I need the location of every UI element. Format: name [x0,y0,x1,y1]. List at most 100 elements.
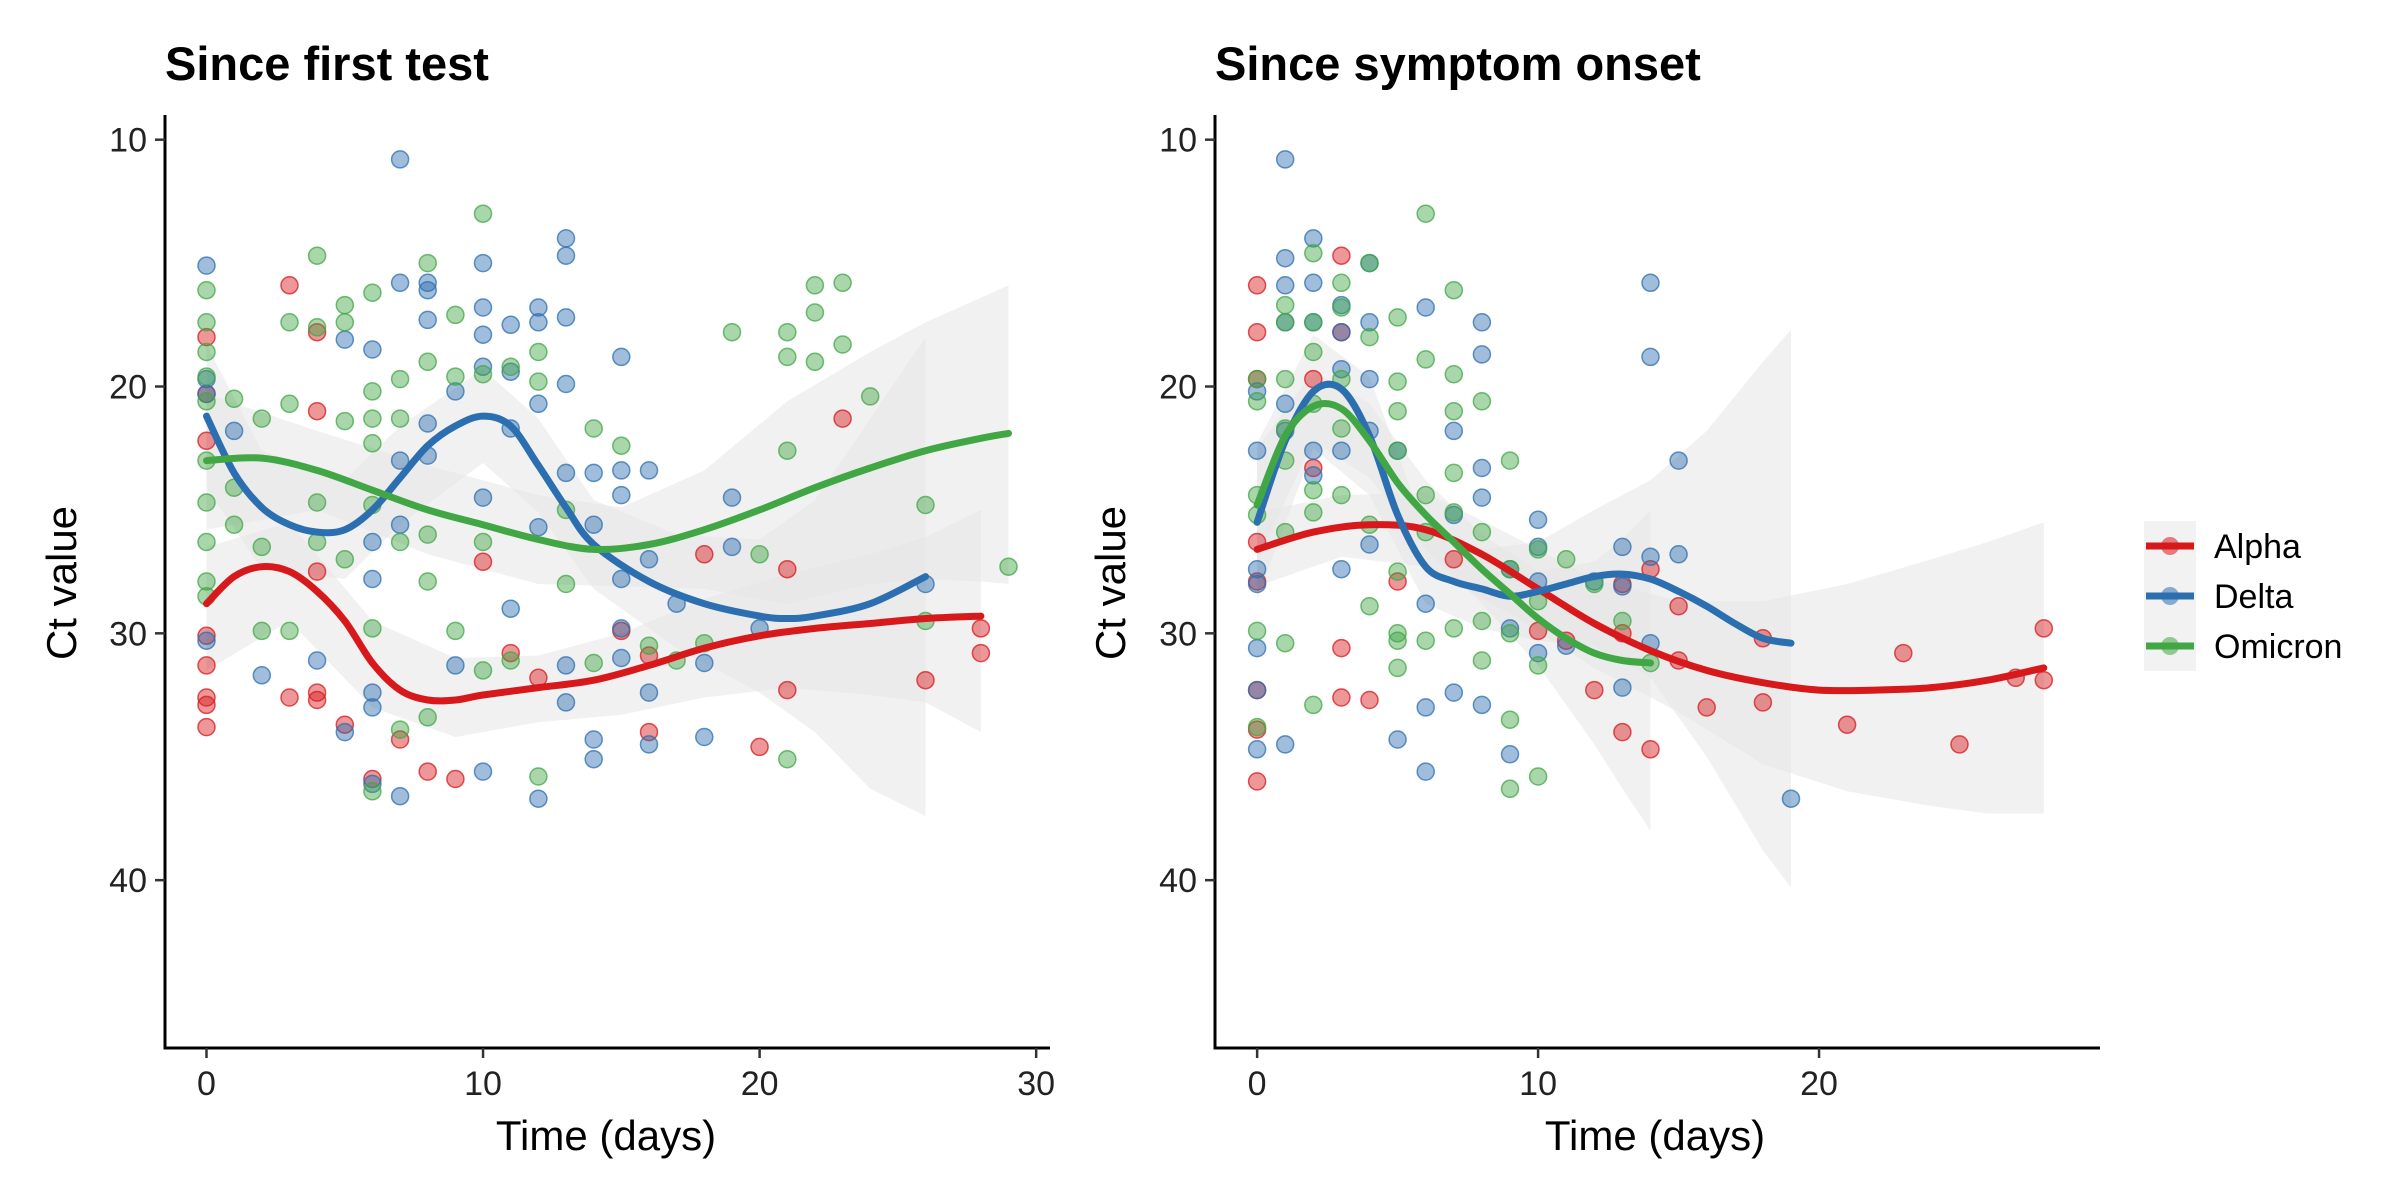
point-omicron [363,382,382,401]
point-omicron [1332,298,1351,317]
point-alpha [1247,322,1267,342]
point-omicron [252,621,272,641]
point-alpha [1753,693,1773,712]
y-axis-title: Ct value [38,506,85,660]
point-omicron [363,619,382,638]
panel-since-symptom-onset: Since symptom onset 0 10 20 10 20 30 40 Time (… [1087,37,2100,1159]
x-tick-label: 0 [197,1065,216,1103]
point-alpha [1697,698,1716,717]
point-omicron [778,322,797,342]
point-omicron [473,364,493,384]
point-omicron [1275,313,1295,332]
scatter-points [197,150,1018,808]
point-delta [1247,680,1267,700]
point-omicron [280,621,299,641]
point-delta [556,229,576,248]
point-omicron [307,532,327,552]
point-omicron [916,495,935,515]
point-omicron [307,493,327,512]
point-delta [473,488,493,507]
point-omicron [1304,313,1323,332]
point-omicron [252,537,272,557]
point-delta [529,313,548,332]
legend-item-omicron: Omicron [2144,621,2342,671]
point-delta [418,310,437,330]
point-omicron [1247,621,1267,641]
point-omicron [529,767,548,786]
x-tick-label: 20 [1800,1065,1838,1103]
panel-since-first-test: Since first test 0 10 20 30 10 20 30 40 Time (d… [38,37,1055,1159]
point-omicron [584,419,603,438]
point-omicron [833,335,852,354]
point-alpha [971,643,991,663]
point-delta [639,735,659,754]
point-delta [363,683,382,702]
point-delta [390,451,410,470]
point-omicron [1444,503,1464,522]
x-tick-label: 10 [1519,1065,1557,1103]
point-omicron [446,621,465,641]
point-alpha [280,688,299,707]
point-delta [1332,559,1351,579]
point-delta [1360,313,1379,332]
point-alpha [1613,722,1632,742]
x-tick-label: 20 [741,1065,779,1103]
point-omicron [197,280,216,300]
point-omicron [1472,651,1492,670]
point-omicron [1556,550,1576,569]
point-delta [1304,466,1323,485]
point-delta [1613,577,1632,596]
point-delta [556,463,576,483]
point-omicron [1247,717,1267,737]
point-delta [584,515,603,534]
point-omicron [1500,710,1520,729]
point-omicron [1360,596,1379,616]
point-delta [335,330,355,349]
point-delta [363,569,382,589]
point-delta [390,515,410,534]
point-delta [695,727,714,747]
point-alpha [1247,276,1267,295]
point-omicron [197,392,216,411]
y-tick-label: 30 [1159,615,1197,653]
point-delta [446,656,465,675]
point-omicron [1360,327,1379,347]
point-delta [1275,276,1295,295]
point-omicron [197,532,216,552]
point-delta [529,789,548,808]
point-omicron [335,295,355,315]
point-omicron [473,532,493,552]
point-delta [1332,359,1351,379]
point-omicron [1332,273,1351,293]
point-delta [1641,273,1660,293]
point-delta [418,273,437,293]
point-alpha [1360,690,1379,710]
point-omicron [1613,611,1632,631]
point-delta [1781,789,1801,808]
point-omicron [1247,369,1267,389]
point-omicron [529,372,548,391]
point-omicron [280,313,299,332]
point-omicron [446,367,465,386]
point-omicron [1304,503,1323,522]
point-omicron [1500,779,1520,799]
point-delta [1275,735,1295,754]
panel-title: Since first test [165,37,489,90]
point-omicron [418,352,437,372]
point-delta [418,280,437,300]
point-omicron [418,525,437,544]
point-omicron [1444,364,1464,384]
point-delta [556,246,576,265]
point-omicron [1500,624,1520,643]
point-delta [473,253,493,273]
point-delta [224,421,244,441]
point-omicron [1388,624,1407,643]
point-delta [612,485,631,505]
legend-label: Omicron [2214,628,2342,666]
point-delta [473,325,493,344]
point-omicron [307,318,327,337]
point-alpha [390,730,410,749]
point-omicron [805,303,825,322]
legend-point-swatch [2161,537,2179,555]
point-omicron [1360,253,1379,273]
